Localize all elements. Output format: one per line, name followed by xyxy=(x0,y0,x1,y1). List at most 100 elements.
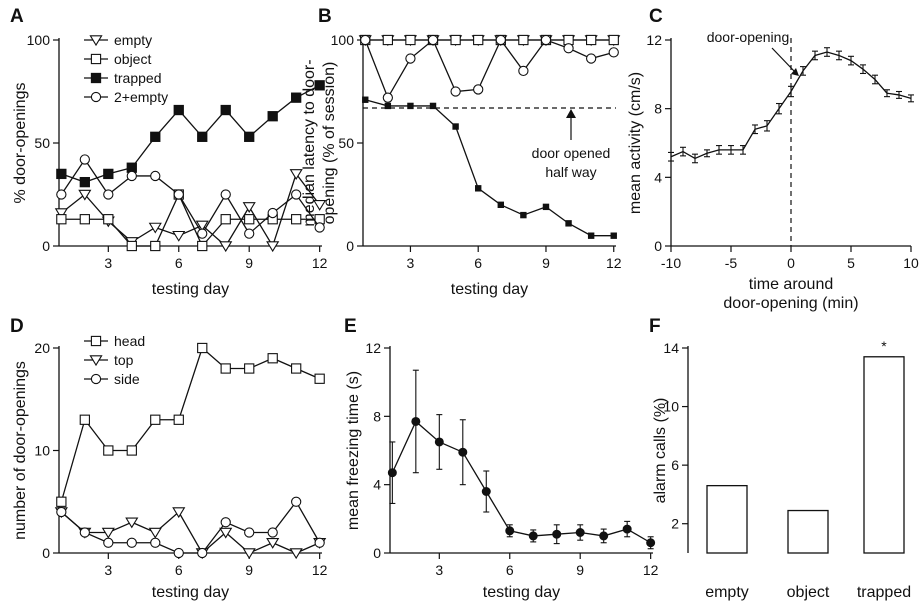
data-point xyxy=(244,131,255,142)
y-tick-label: 0 xyxy=(654,238,662,254)
x-tick-label: 12 xyxy=(606,255,622,271)
data-point xyxy=(267,111,278,122)
legend-label: object xyxy=(114,51,151,67)
y-tick-label: 8 xyxy=(654,101,662,117)
panel-letter: D xyxy=(10,316,24,337)
legend-label: head xyxy=(114,333,145,349)
data-point xyxy=(126,537,137,548)
category-label: empty xyxy=(705,584,749,601)
data-point xyxy=(79,154,90,165)
data-point xyxy=(220,104,231,116)
data-point xyxy=(518,34,529,46)
x-tick-label: 12 xyxy=(312,255,328,271)
series-line-side xyxy=(60,500,321,554)
x-axis-label-line-1: time around xyxy=(749,276,834,293)
legend-item-top: top xyxy=(84,352,134,368)
arrow-head xyxy=(566,109,576,118)
y-tick-label: 12 xyxy=(646,32,662,48)
legend-item-side: side xyxy=(84,371,140,387)
y-axis-label: number of door-openings xyxy=(12,361,29,540)
y-tick-label: 100 xyxy=(27,32,51,48)
legend-marker xyxy=(90,72,102,84)
x-axis-label: testing day xyxy=(152,584,229,601)
data-point xyxy=(150,240,161,252)
bar-empty xyxy=(706,484,748,554)
data-point xyxy=(622,524,632,534)
y-tick-label: 14 xyxy=(663,340,679,356)
data-point xyxy=(362,96,369,103)
x-tick-label: 6 xyxy=(175,255,183,271)
data-point xyxy=(219,241,233,253)
data-point xyxy=(197,228,208,239)
significance-marker: * xyxy=(881,338,887,354)
data-point xyxy=(518,65,529,77)
x-tick-label: 5 xyxy=(847,255,855,271)
data-point xyxy=(197,131,208,142)
data-point xyxy=(587,232,595,239)
x-axis-label: testing day xyxy=(451,281,528,298)
data-point xyxy=(450,34,461,46)
data-point xyxy=(450,86,461,97)
data-point xyxy=(266,241,280,253)
data-point xyxy=(56,214,67,225)
data-point xyxy=(172,230,186,242)
data-point xyxy=(126,240,137,252)
data-point xyxy=(103,445,114,456)
data-point xyxy=(382,92,393,103)
x-tick-label: 10 xyxy=(903,255,919,271)
panel-E: E 3 6 9 12 0 4 8 12 testing day mean freezing time… xyxy=(344,316,659,601)
data-point xyxy=(565,220,572,227)
data-point xyxy=(646,538,656,548)
legend-item-object: object xyxy=(84,51,151,67)
y-tick-label: 12 xyxy=(365,340,381,356)
data-point xyxy=(411,416,421,426)
data-point xyxy=(608,47,619,58)
legend-marker xyxy=(90,91,102,103)
data-point xyxy=(384,102,392,110)
legend-marker xyxy=(90,53,102,65)
data-point xyxy=(101,527,115,539)
data-point xyxy=(172,507,186,519)
data-point xyxy=(434,437,444,447)
y-tick-label: 6 xyxy=(671,457,679,473)
data-point xyxy=(56,496,67,507)
legend-marker xyxy=(89,35,103,47)
data-point xyxy=(267,207,278,219)
legend-item-head: head xyxy=(84,333,145,349)
y-tick-label: 0 xyxy=(346,238,354,254)
data-point xyxy=(56,506,67,518)
x-tick-label: 6 xyxy=(506,562,514,578)
series-line-trapped xyxy=(365,99,614,237)
data-point xyxy=(219,527,233,539)
y-tick-label: 10 xyxy=(663,399,679,415)
legend-marker xyxy=(90,373,102,385)
data-point xyxy=(54,208,68,220)
data-point xyxy=(314,222,325,233)
data-point xyxy=(79,414,90,425)
data-point xyxy=(458,447,468,457)
data-point xyxy=(528,531,538,541)
data-point xyxy=(481,487,491,496)
data-point xyxy=(126,445,137,456)
series-line-top xyxy=(60,510,320,555)
legend-item-empty: empty xyxy=(84,32,152,48)
data-point xyxy=(291,92,302,103)
data-point xyxy=(103,168,114,180)
data-point xyxy=(291,496,302,507)
data-point xyxy=(150,131,161,142)
data-point xyxy=(56,189,67,200)
legend-label: trapped xyxy=(114,70,161,86)
x-tick-label: 9 xyxy=(542,255,550,271)
y-axis-label-line-1: median latency to door- xyxy=(301,59,318,226)
x-tick-label: 9 xyxy=(245,255,253,271)
data-point xyxy=(220,214,231,225)
legend-label: empty xyxy=(114,32,152,48)
legend: head top side xyxy=(84,333,145,387)
data-point xyxy=(407,102,414,110)
panel-A: A 3 6 9 12 0 50 100 testing day % door-openings em… xyxy=(10,6,328,298)
data-point xyxy=(475,185,482,192)
legend-label: 2+empty xyxy=(114,89,168,105)
data-point xyxy=(197,240,208,252)
panel-letter: E xyxy=(344,316,357,337)
